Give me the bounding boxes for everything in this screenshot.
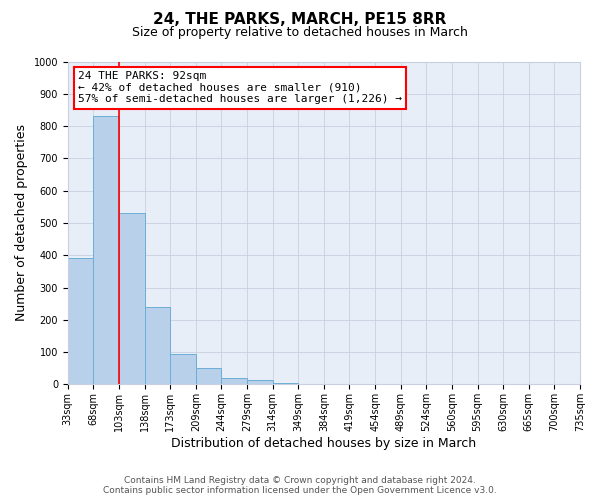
Text: Size of property relative to detached houses in March: Size of property relative to detached ho…: [132, 26, 468, 39]
Bar: [196, 368, 221, 384]
Bar: [272, 383, 298, 384]
Bar: [145, 307, 170, 384]
Text: Contains HM Land Registry data © Crown copyright and database right 2024.
Contai: Contains HM Land Registry data © Crown c…: [103, 476, 497, 495]
Text: 24, THE PARKS, MARCH, PE15 8RR: 24, THE PARKS, MARCH, PE15 8RR: [154, 12, 446, 28]
Bar: [68, 258, 94, 384]
Bar: [221, 378, 247, 384]
Bar: [119, 214, 145, 384]
Bar: [94, 116, 119, 384]
Bar: [247, 380, 272, 384]
X-axis label: Distribution of detached houses by size in March: Distribution of detached houses by size …: [172, 437, 476, 450]
Bar: [170, 354, 196, 384]
Y-axis label: Number of detached properties: Number of detached properties: [15, 124, 28, 322]
Text: 24 THE PARKS: 92sqm
← 42% of detached houses are smaller (910)
57% of semi-detac: 24 THE PARKS: 92sqm ← 42% of detached ho…: [78, 71, 402, 104]
